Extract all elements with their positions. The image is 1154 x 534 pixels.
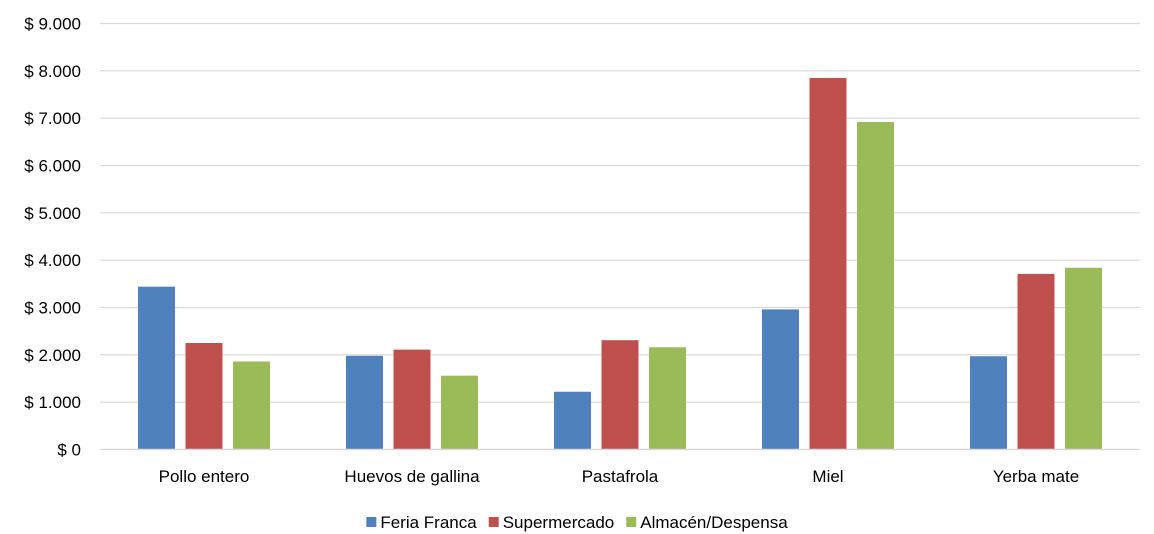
x-category-label: Miel [812, 467, 843, 486]
legend-item: Supermercado [488, 513, 615, 532]
legend-label: Supermercado [503, 513, 615, 532]
y-tick-label: $ 1.000 [24, 393, 81, 412]
bar-feria-franca [762, 309, 799, 450]
y-tick-label: $ 9.000 [24, 15, 81, 34]
gridlines [100, 22, 1140, 403]
bar-supermercado [1017, 273, 1055, 450]
y-tick-label: $ 2.000 [24, 346, 81, 365]
x-category-label: Pollo entero [159, 467, 250, 486]
bars [138, 77, 1102, 450]
y-tick-label: $ 0 [57, 441, 81, 460]
bar-supermercado [809, 77, 847, 450]
bar-almac-n-despensa [649, 347, 686, 450]
legend-label: Feria Franca [380, 513, 477, 532]
y-axis-tick-labels: $ 0 $ 1.000 $ 2.000 $ 3.000 $ 4.000 $ 5.000 $ … [24, 15, 81, 460]
x-axis-category-labels: Pollo entero Huevos de gallina Pastafrola M… [159, 467, 1080, 486]
bar-feria-franca [554, 391, 591, 450]
legend-item: Feria Franca [366, 513, 477, 532]
y-tick-label: $ 6.000 [24, 157, 81, 176]
legend-item: Almacén/Despensa [626, 513, 788, 532]
bar-almac-n-despensa [1065, 267, 1102, 450]
legend-swatch [366, 517, 377, 527]
bar-supermercado [601, 340, 639, 450]
bar-feria-franca [346, 355, 383, 450]
bar-almac-n-despensa [857, 121, 894, 450]
bar-almac-n-despensa [233, 361, 270, 450]
y-tick-label: $ 4.000 [24, 251, 81, 270]
y-tick-label: $ 3.000 [24, 299, 81, 318]
legend-swatch [626, 517, 637, 527]
bar-supermercado [185, 343, 223, 450]
bar-almac-n-despensa [441, 375, 478, 450]
y-tick-label: $ 5.000 [24, 204, 81, 223]
x-category-label: Pastafrola [582, 467, 659, 486]
legend-swatch [488, 517, 499, 527]
y-tick-label: $ 8.000 [24, 62, 81, 81]
bar-supermercado [393, 349, 431, 450]
bar-feria-franca [970, 356, 1007, 450]
legend-label: Almacén/Despensa [640, 513, 788, 532]
bar-feria-franca [138, 286, 175, 450]
legend: Feria Franca Supermercado Almacén/Despensa [366, 513, 788, 532]
x-category-label: Yerba mate [993, 467, 1079, 486]
y-tick-label: $ 7.000 [24, 109, 81, 128]
x-category-label: Huevos de gallina [344, 467, 480, 486]
